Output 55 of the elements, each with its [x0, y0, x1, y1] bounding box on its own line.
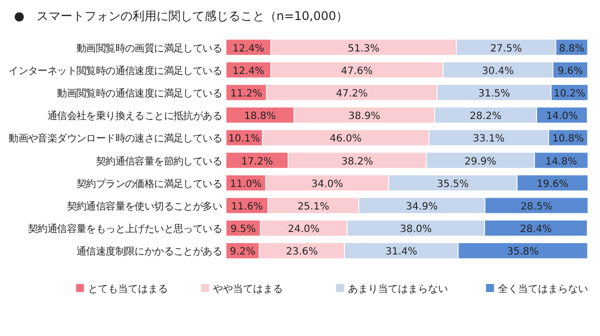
- data-label: 35.5%: [437, 178, 469, 190]
- legend-label: とても当てはまる: [88, 283, 168, 295]
- y-tick-label: 契約通信容量をもっと上げたいと思っている: [28, 223, 222, 236]
- y-tick-label: 動画閲覧時の通信速度に満足している: [57, 88, 222, 100]
- data-label: 29.9%: [464, 156, 496, 168]
- y-tick-label: 契約通信容量を節約している: [96, 155, 222, 168]
- y-tick-label: 契約プランの価格に満足している: [76, 178, 222, 190]
- data-label: 23.6%: [286, 246, 318, 258]
- y-tick-label: 契約通信容量を使い切ることが多い: [66, 200, 222, 212]
- data-label: 10.8%: [552, 134, 584, 145]
- data-label: 33.1%: [472, 134, 505, 145]
- y-tick-label: 動画や音楽ダウンロード時の速さに満足している: [8, 132, 222, 145]
- data-label: 28.2%: [470, 111, 502, 122]
- data-label: 9.2%: [230, 246, 256, 258]
- data-label: 14.0%: [546, 111, 578, 122]
- y-tick-label: 通信速度制限にかかることがある: [76, 246, 222, 258]
- data-label: 11.6%: [231, 202, 263, 212]
- data-label: 12.4%: [232, 43, 264, 54]
- data-label: 10.2%: [554, 88, 586, 100]
- data-label: 18.8%: [244, 111, 276, 122]
- y-tick-label: 動画閲覧時の画質に満足している: [76, 42, 222, 54]
- data-label: 30.4%: [482, 66, 514, 77]
- legend-label: あまり当てはまらない: [348, 283, 448, 295]
- data-label: 28.5%: [520, 202, 552, 212]
- data-label: 9.5%: [230, 224, 256, 236]
- data-label: 28.4%: [520, 224, 552, 236]
- data-label: 25.1%: [297, 202, 330, 212]
- data-label: 46.0%: [330, 134, 362, 145]
- data-label: 27.5%: [490, 43, 522, 54]
- chart-title: ● スマートフォンの利用に関して感じること（n=10,000）: [14, 9, 348, 23]
- data-label: 24.0%: [288, 224, 320, 236]
- data-label: 9.6%: [558, 66, 583, 77]
- data-label: 38.9%: [348, 111, 380, 122]
- data-label: 12.4%: [232, 66, 264, 77]
- data-label: 35.8%: [507, 246, 539, 258]
- data-label: 10.1%: [228, 134, 260, 145]
- data-label: 34.0%: [311, 178, 344, 190]
- y-tick-label: 通信会社を乗り換えることに抵抗がある: [47, 110, 222, 122]
- data-label: 34.9%: [406, 202, 438, 212]
- data-label: 47.6%: [341, 66, 373, 77]
- data-label: 31.4%: [386, 246, 418, 258]
- data-label: 19.6%: [536, 178, 568, 190]
- data-label: 38.0%: [400, 224, 432, 236]
- y-tick-label: インターネット閲覧時の通信速度に満足している: [8, 64, 222, 77]
- data-label: 14.8%: [545, 156, 578, 168]
- legend-label: 全く当てはまらない: [498, 283, 588, 295]
- data-label: 31.5%: [478, 88, 510, 100]
- data-label: 17.2%: [241, 156, 273, 168]
- data-label: 8.8%: [559, 43, 584, 54]
- data-label: 11.0%: [230, 178, 262, 190]
- data-label: 47.2%: [336, 88, 368, 100]
- data-label: 51.3%: [348, 43, 380, 54]
- data-label: 11.2%: [230, 88, 262, 100]
- legend-label: やや当てはまる: [213, 283, 283, 295]
- data-label: 38.2%: [341, 156, 374, 168]
